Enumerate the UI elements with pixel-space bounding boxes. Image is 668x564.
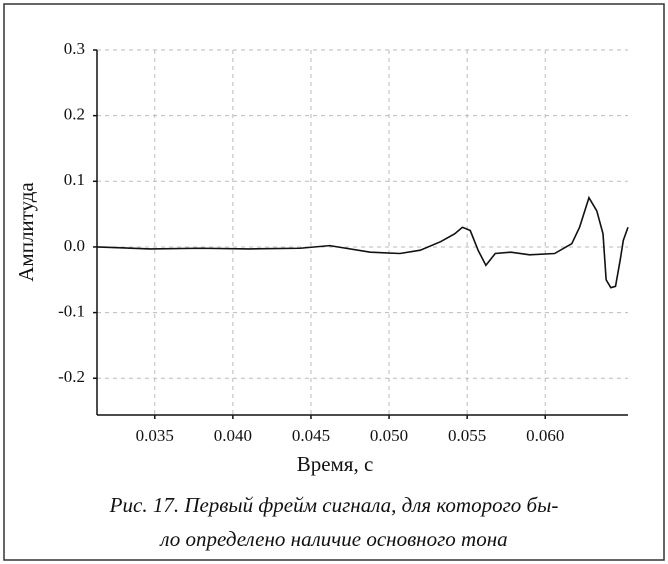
y-tick-label: -0.2 xyxy=(58,367,85,386)
caption-line: Рис. 17. Первый фрейм сигнала, для котор… xyxy=(109,493,559,517)
y-axis-label: Амплитуда xyxy=(14,182,38,282)
x-tick-label: 0.040 xyxy=(214,426,252,445)
y-tick-label: 0.2 xyxy=(64,105,85,124)
y-tick-label: 0.1 xyxy=(64,170,85,189)
x-axis-label: Время, с xyxy=(297,452,374,476)
caption-line: ло определено наличие основного тона xyxy=(159,527,507,551)
x-tick-label: 0.035 xyxy=(136,426,174,445)
y-tick-label: -0.1 xyxy=(58,301,85,320)
x-tick-label: 0.045 xyxy=(292,426,330,445)
x-tick-label: 0.055 xyxy=(448,426,486,445)
frame xyxy=(3,3,665,561)
y-tick-label: 0.3 xyxy=(64,39,85,58)
y-tick-label: 0.0 xyxy=(64,236,85,255)
signal-line xyxy=(96,195,629,289)
x-tick-label: 0.060 xyxy=(526,426,564,445)
x-tick-label: 0.050 xyxy=(370,426,408,445)
